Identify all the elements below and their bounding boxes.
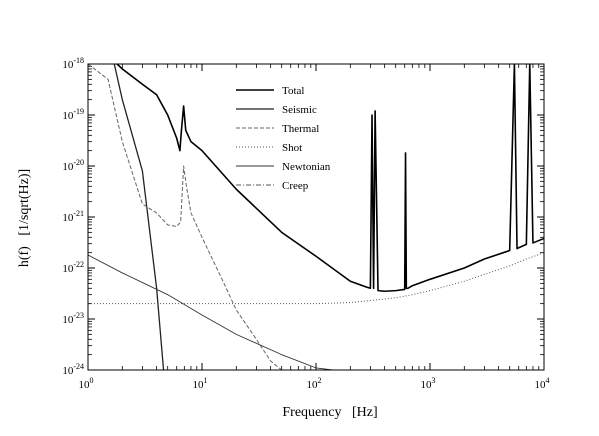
x-tick-label: 102 <box>307 376 322 391</box>
x-axis-label: Frequency [Hz] <box>282 405 377 420</box>
y-tick-label: 10-24 <box>62 362 84 377</box>
series-layer <box>88 64 544 370</box>
legend-label-newtonian: Newtonian <box>282 161 331 173</box>
legend-label-seismic: Seismic <box>282 104 317 116</box>
plot-frame <box>87 63 545 371</box>
series-line-total <box>116 64 544 293</box>
y-tick-label: 10-22 <box>62 260 84 275</box>
series-line-newtonian <box>88 254 333 370</box>
x-tick-label: 104 <box>535 376 550 391</box>
x-tick-label: 101 <box>193 376 208 391</box>
y-tick-label: 10-23 <box>62 311 84 326</box>
y-tick-label: 10-18 <box>62 56 84 71</box>
series-line-shot <box>88 252 544 305</box>
legend-label-thermal: Thermal <box>282 123 319 135</box>
tick-layer <box>87 63 545 371</box>
legend-label-shot: Shot <box>282 142 302 154</box>
y-tick-label: 10-20 <box>62 158 84 173</box>
x-tick-label: 100 <box>79 376 94 391</box>
y-tick-label: 10-19 <box>62 107 84 122</box>
y-axis-label: h(f) [1/sqrt(Hz)] <box>17 169 32 267</box>
series-line-thermal <box>88 64 544 370</box>
tick-label-layer: 100 101 102 103 104 10-18 10-19 10-20 10-21 10-22… <box>62 56 549 391</box>
legend-label-total: Total <box>282 85 304 97</box>
legend: Total Seismic Thermal Shot Newtonian Creep <box>236 85 331 192</box>
x-tick-label: 103 <box>421 376 436 391</box>
legend-label-creep: Creep <box>282 180 309 192</box>
series-line-seismic <box>113 64 165 370</box>
y-tick-label: 10-21 <box>62 209 84 224</box>
